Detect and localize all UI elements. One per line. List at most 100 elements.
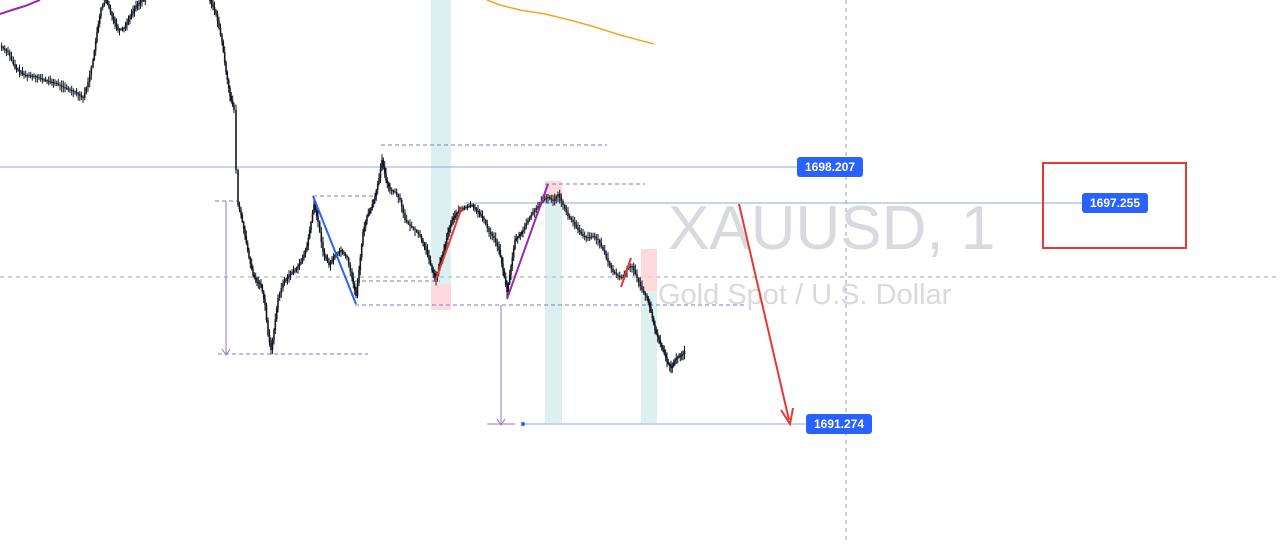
candle-body [360, 244, 363, 258]
candle-body [343, 252, 345, 254]
candle-body [466, 206, 469, 208]
candle-body [575, 224, 578, 228]
candle-body [560, 197, 563, 202]
candle-body [364, 221, 367, 227]
candle-body [503, 270, 506, 278]
candle-body [10, 56, 13, 60]
candle-body [62, 86, 65, 88]
candle-body [389, 186, 391, 190]
candle-body [682, 354, 684, 355]
candle-body [618, 276, 621, 277]
candle-body [678, 356, 680, 358]
candle-body [120, 29, 122, 30]
candle-body [325, 255, 327, 259]
candle-body [423, 243, 426, 247]
candle-body [127, 19, 130, 22]
candle-body [659, 340, 662, 344]
candle-body [417, 232, 420, 234]
candle-body [231, 100, 234, 106]
price-tag-mid-text: 1697.255 [1090, 196, 1140, 210]
down-arrow[interactable] [738, 203, 794, 427]
candle-body [597, 238, 599, 240]
candle-body [138, 3, 140, 5]
candle-body [375, 190, 378, 196]
candle-body [21, 72, 24, 74]
candle-body [235, 110, 237, 170]
candle-body [237, 170, 239, 205]
zone-red-1 [431, 284, 451, 310]
candle-body [75, 92, 78, 94]
candle-body [426, 250, 429, 255]
watermark-symbol: XAUUSD, 1 [668, 194, 995, 263]
candle-body [582, 234, 584, 236]
candle-body [101, 5, 104, 8]
candle-body [441, 254, 444, 258]
zone-green-3 [641, 291, 657, 423]
price-tag-mid[interactable]: 1697.255 [1082, 193, 1148, 213]
candle-body [382, 160, 385, 167]
candle-body [399, 197, 401, 200]
candle-body [520, 232, 523, 234]
impulse-line-purple [506, 183, 549, 300]
candle-body [108, 4, 110, 8]
zones [431, 0, 657, 423]
candle-body [578, 230, 581, 232]
candle-body [366, 216, 368, 222]
candle-body [580, 232, 583, 234]
candle-body [362, 232, 364, 245]
candle-body [33, 75, 35, 77]
candle-body [404, 213, 406, 220]
price-tag-upper[interactable]: 1698.207 [797, 157, 863, 177]
candle-body [415, 230, 418, 232]
candle-body [88, 74, 91, 82]
candle-body [664, 354, 667, 358]
candle-body [103, 2, 106, 6]
candle-body [29, 75, 32, 77]
candle-body [397, 194, 400, 198]
highlight-box[interactable] [1042, 162, 1187, 249]
candle-body [79, 94, 81, 96]
candle-body [395, 192, 398, 195]
candle-body [359, 257, 362, 270]
candle-body [381, 160, 383, 169]
candle-body [508, 274, 511, 284]
candle-body [117, 26, 119, 30]
candle-body [320, 232, 323, 242]
candle-body [277, 298, 279, 309]
candle-body [535, 208, 538, 210]
price-line-target-anchor[interactable] [521, 422, 525, 426]
candle-body [545, 198, 548, 199]
candle-body [41, 78, 44, 80]
candle-body [463, 207, 466, 209]
zone-green-1 [431, 0, 451, 284]
candle-body [288, 275, 290, 277]
candle-body [440, 258, 443, 262]
candle-body [496, 242, 499, 246]
candle-body [301, 258, 304, 262]
candle-body [387, 183, 390, 187]
candle-body [326, 258, 329, 262]
candle-body [547, 197, 549, 198]
candle-body [280, 288, 283, 293]
candle-body [647, 298, 650, 303]
candle-body [304, 250, 307, 254]
candle-body [344, 254, 347, 256]
candle-body [275, 308, 278, 320]
candle-body [36, 76, 39, 78]
candle-body [248, 250, 250, 258]
candle-body [469, 205, 472, 207]
candle-body [631, 266, 633, 267]
candle-body [432, 270, 435, 274]
candle-body [675, 358, 678, 360]
candle-body [295, 268, 298, 270]
candle-body [136, 4, 139, 6]
price-tag-target[interactable]: 1691.274 [806, 414, 872, 434]
candle-body [49, 81, 52, 83]
candle-body [283, 281, 286, 283]
candle-body [491, 234, 494, 236]
candle-body [144, 0, 147, 2]
candle-body [7, 50, 9, 52]
candle-body [97, 24, 100, 32]
